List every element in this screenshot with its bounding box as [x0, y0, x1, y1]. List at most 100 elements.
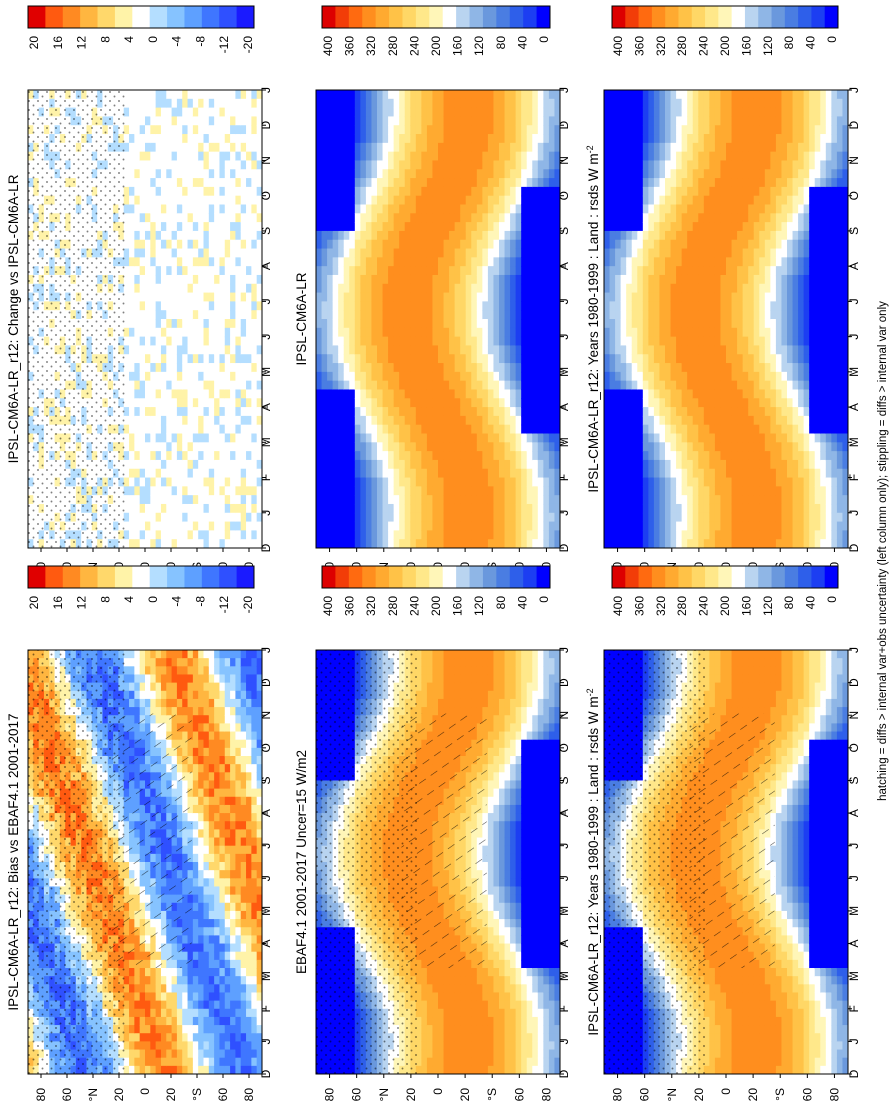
colorbar-swatch [362, 6, 377, 28]
latitude-tick-label: 60 [216, 1088, 230, 1102]
colorbar-swatch [705, 566, 719, 588]
colorbar-swatch [482, 566, 497, 588]
colorbar-frame [321, 5, 551, 29]
title-superscript: -2 [585, 145, 595, 153]
colorbar-tick-label: 120 [472, 596, 486, 616]
month-tick-label: M [259, 437, 273, 447]
colorbar-tick-label: 280 [386, 596, 400, 616]
colorbar-swatch [236, 6, 255, 28]
colorbar-swatch [201, 6, 220, 28]
colorbar-swatch [219, 6, 238, 28]
colorbar-swatch [665, 566, 679, 588]
colorbar-tick-label: 80 [494, 36, 508, 50]
colorbar-tick-label: 280 [675, 596, 689, 616]
month-tick-label: D [259, 543, 273, 552]
colorbar-swatch [744, 6, 759, 28]
heatmap-field [28, 650, 262, 1074]
month-tick-label: O [259, 743, 273, 752]
colorbar-tick-label: 360 [343, 596, 357, 616]
month-tick-label: J [259, 334, 273, 340]
latitude-tick-label: 20 [404, 1088, 418, 1102]
colorbar-tick-label: 400 [321, 36, 335, 56]
colorbar-swatch [469, 6, 484, 28]
month-tick-label: F [557, 1005, 571, 1012]
latitude-tick-label: 0 [138, 1088, 152, 1095]
month-tick-label: M [259, 906, 273, 916]
colorbar-swatch [678, 566, 693, 588]
month-tick-label: F [847, 1005, 861, 1012]
month-tick-label: J [847, 510, 861, 516]
month-tick-label: D [557, 121, 571, 130]
month-tick-label: J [557, 510, 571, 516]
month-tick-label: J [557, 843, 571, 849]
title-superscript: -2 [585, 688, 595, 696]
colorbar-swatch [149, 6, 168, 28]
latitude-tick-label: °N [86, 1088, 100, 1101]
colorbar-swatch [97, 6, 116, 28]
panel-title: IPSL-CM6A-LR [294, 272, 309, 365]
colorbar-tick-label: 320 [364, 36, 378, 56]
colorbar-tick-label: 0 [146, 36, 160, 43]
colorbar-swatch [784, 566, 799, 588]
colorbar-tick-label: 400 [611, 596, 625, 616]
month-tick-label: A [847, 809, 861, 817]
hatching-overlay [689, 713, 775, 968]
latitude-tick-label: 60 [60, 1088, 74, 1102]
colorbar-tick-label: 200 [718, 596, 732, 616]
month-tick-label: O [847, 743, 861, 752]
colorbar-swatch [718, 566, 733, 588]
month-tick-label: A [847, 262, 861, 270]
month-tick-label: A [259, 809, 273, 817]
colorbar-swatch [28, 566, 46, 588]
colorbar-tick-label: 120 [472, 36, 486, 56]
month-tick-label: N [557, 711, 571, 720]
latitude-tick-label: 60 [350, 1088, 364, 1102]
stippling-overlay [28, 90, 127, 548]
latitude-tick-label: 0 [719, 562, 733, 569]
latitude-tick-label: 0 [719, 1088, 733, 1095]
colorbar-swatch [612, 6, 626, 28]
colorbar-swatch [114, 6, 133, 28]
month-tick-label: N [259, 156, 273, 165]
colorbar-tick-label: 120 [761, 596, 775, 616]
month-tick-label: J [847, 334, 861, 340]
month-tick-label: A [259, 403, 273, 411]
colorbar-tick-label: 20 [27, 36, 41, 50]
latitude-tick-label: 20 [692, 1088, 706, 1102]
month-tick-label: S [259, 227, 273, 235]
colorbar-swatch [731, 566, 746, 588]
colorbar-swatch [798, 566, 812, 588]
colorbar-swatch [429, 566, 444, 588]
colorbar-tick-label: 0 [537, 596, 551, 603]
month-tick-label: F [557, 474, 571, 481]
colorbar-tick-label: 4 [122, 36, 136, 43]
colorbar-5: 20 16 12 8 4 0 -4 -8 -12 -20 [27, 565, 255, 613]
month-tick-label: J [259, 843, 273, 849]
latitude-tick-label: 0 [138, 562, 152, 569]
colorbar-swatch [415, 6, 430, 28]
colorbar-swatch [469, 566, 484, 588]
month-tick-label: M [847, 906, 861, 916]
month-tick-label: M [847, 367, 861, 377]
colorbar-swatch [638, 6, 653, 28]
heatmap-field [604, 90, 848, 548]
month-tick-label: F [847, 474, 861, 481]
colorbar-tick-label: 20 [27, 596, 41, 610]
month-tick-label: D [847, 121, 861, 130]
latitude-tick-label: °S [485, 1088, 499, 1101]
colorbar-swatch [798, 6, 812, 28]
month-tick-label: O [847, 191, 861, 200]
colorbar-swatch [415, 566, 430, 588]
colorbar-swatch [651, 566, 666, 588]
heatmap-field [604, 650, 848, 1074]
chart-panel-3: IPSL-CM6A-LR_r12: Years 1980-1999 : Land… [585, 647, 861, 1101]
month-tick-label: A [557, 940, 571, 948]
colorbar-swatch [824, 6, 839, 28]
month-tick-label: J [557, 87, 571, 93]
colorbar-tick-label: 280 [675, 36, 689, 56]
colorbar-tick-label: -12 [217, 36, 231, 54]
colorbar-tick-label: 0 [825, 36, 839, 43]
colorbar-swatch [184, 6, 203, 28]
latitude-tick-label: 20 [746, 1088, 760, 1102]
month-tick-label: S [847, 776, 861, 784]
